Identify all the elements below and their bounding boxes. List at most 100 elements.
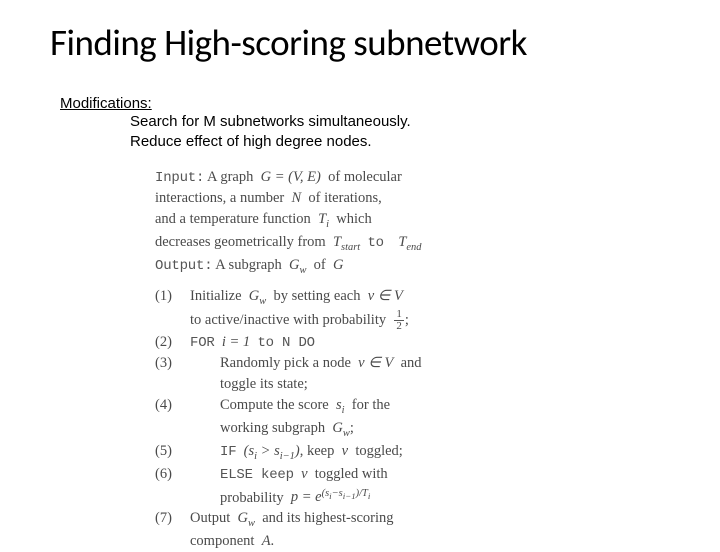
algo-input-line: Input: A graph G = (V, E) of molecular xyxy=(155,167,585,188)
text: G xyxy=(238,510,248,526)
text: (s xyxy=(244,443,254,459)
step-text: Output Gw and its highest-scoring compon… xyxy=(190,508,585,552)
keyword-else: ELSE keep xyxy=(220,467,294,483)
text: and its highest-scoring xyxy=(262,510,393,526)
step-number: (1) xyxy=(155,286,190,332)
algo-input-line: interactions, a number N of iterations, xyxy=(155,188,585,209)
step-text: Randomly pick a node v ∈ V and toggle it… xyxy=(190,353,585,395)
denominator: 2 xyxy=(394,321,404,332)
slide: Finding High-scoring subnetwork Modifica… xyxy=(0,0,720,552)
math: Gw xyxy=(332,420,349,436)
algo-step-1: (1) Initialize Gw by setting each v ∈ V … xyxy=(155,286,585,332)
text: , keep xyxy=(300,443,335,459)
step-number: (4) xyxy=(155,395,190,441)
text: to active/inactive with probability xyxy=(190,312,386,328)
math: (si > si−1) xyxy=(244,443,300,459)
text: toggle its state; xyxy=(220,376,308,392)
sub: w xyxy=(259,296,266,307)
algo-input-line: decreases geometrically from Tstart to T… xyxy=(155,232,585,255)
text: which xyxy=(336,211,371,227)
algo-step-7: (7) Output Gw and its highest-scoring co… xyxy=(155,508,585,552)
algo-step-2: (2) FOR i = 1 to N DO xyxy=(155,332,585,353)
modifications-block: Modifications: Search for M subnetworks … xyxy=(60,95,670,153)
step-number: (7) xyxy=(155,508,190,552)
math-n: N xyxy=(292,190,302,206)
math: v ∈ V xyxy=(358,355,393,371)
step-number: (6) xyxy=(155,464,190,508)
step-text: FOR i = 1 to N DO xyxy=(190,332,585,353)
math-prob: p = e(si−si−1)/Ti xyxy=(291,489,370,505)
math: v xyxy=(301,466,307,482)
text: G xyxy=(249,288,259,304)
step-number: (2) xyxy=(155,332,190,353)
math: A xyxy=(262,533,271,549)
text: Compute the score xyxy=(220,397,329,413)
text: p = e xyxy=(291,489,322,505)
sub: w xyxy=(299,265,306,276)
text: of molecular xyxy=(328,169,402,185)
text: A graph xyxy=(207,169,253,185)
sub: w xyxy=(343,428,350,439)
modification-line: Reduce effect of high degree nodes. xyxy=(130,132,670,152)
math: v ∈ V xyxy=(368,288,403,304)
step-number: (5) xyxy=(155,441,190,464)
step-text: Initialize Gw by setting each v ∈ V to a… xyxy=(190,286,585,332)
text: for the xyxy=(352,397,390,413)
text: Output xyxy=(190,510,230,526)
step-text: ELSE keep v toggled with probability p =… xyxy=(190,464,585,508)
algo-step-5: (5) IF (si > si−1), keep v toggled; xyxy=(155,441,585,464)
math: v xyxy=(342,443,348,459)
text: G xyxy=(332,420,342,436)
text: ; xyxy=(350,420,354,436)
fraction-half: 12 xyxy=(394,309,404,332)
sub: i xyxy=(342,405,345,416)
text: ; xyxy=(405,312,409,328)
text: toggled with xyxy=(315,466,388,482)
output-label: Output: xyxy=(155,258,212,274)
sub: start xyxy=(341,242,360,253)
sub: i−1 xyxy=(343,491,356,501)
math: i = 1 xyxy=(222,334,250,350)
algo-output-line: Output: A subgraph Gw of G xyxy=(155,255,585,278)
text: working subgraph xyxy=(220,420,325,436)
sub: i xyxy=(326,219,329,230)
text: −s xyxy=(332,488,343,499)
sub: end xyxy=(406,242,421,253)
text: and a temperature function xyxy=(155,211,311,227)
math: Gw xyxy=(238,510,255,526)
text: > s xyxy=(257,443,280,459)
algorithm-block: Input: A graph G = (V, E) of molecular i… xyxy=(155,167,585,552)
sub: w xyxy=(248,518,255,529)
text: T xyxy=(318,211,326,227)
step-number: (3) xyxy=(155,353,190,395)
text: of iterations, xyxy=(308,190,381,206)
text: decreases geometrically from xyxy=(155,234,326,250)
sub: i xyxy=(368,491,370,501)
algo-step-3: (3) Randomly pick a node v ∈ V and toggl… xyxy=(155,353,585,395)
exponent: (si−si−1)/Ti xyxy=(322,488,371,499)
keyword-for: FOR xyxy=(190,335,215,351)
text: T xyxy=(333,234,341,250)
text: . xyxy=(271,533,275,549)
text: Initialize xyxy=(190,288,242,304)
math: si xyxy=(336,397,345,413)
text: probability xyxy=(220,489,284,505)
text: component xyxy=(190,533,254,549)
text: to xyxy=(367,235,383,251)
modifications-label: Modifications: xyxy=(60,95,670,112)
math-g: G xyxy=(333,257,343,273)
text: A subgraph xyxy=(215,257,281,273)
step-text: IF (si > si−1), keep v toggled; xyxy=(190,441,585,464)
page-title: Finding High-scoring subnetwork xyxy=(50,20,670,65)
text: toggled; xyxy=(355,443,403,459)
math-tstart: Tstart xyxy=(333,234,360,250)
keyword-if: IF xyxy=(220,444,236,460)
step-text: Compute the score si for the working sub… xyxy=(190,395,585,441)
text: interactions, a number xyxy=(155,190,284,206)
text: )/T xyxy=(356,488,368,499)
text: to N DO xyxy=(257,335,314,351)
algo-input-line: and a temperature function Ti which xyxy=(155,209,585,232)
modification-line: Search for M subnetworks simultaneously. xyxy=(130,112,670,132)
math-ti: Ti xyxy=(318,211,329,227)
input-label: Input: xyxy=(155,170,204,186)
